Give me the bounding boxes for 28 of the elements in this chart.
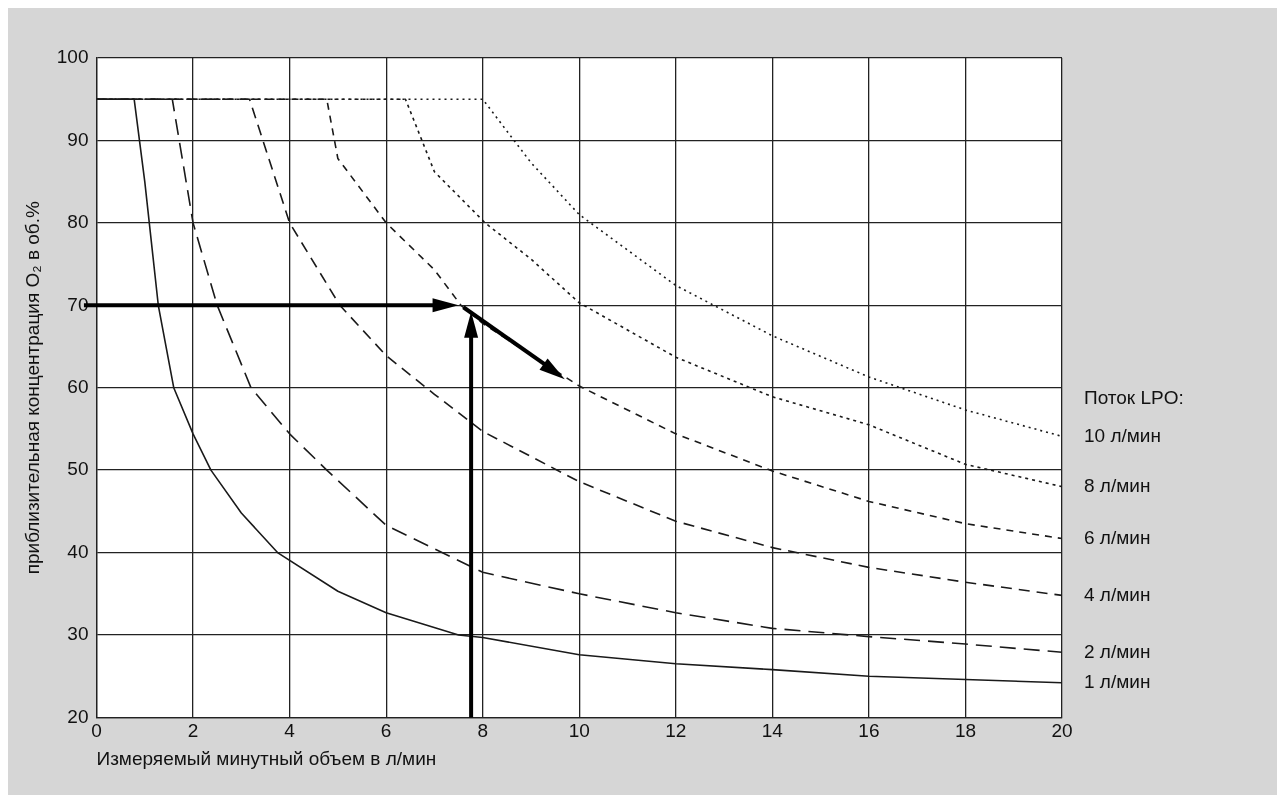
- y-tick-label: 80: [67, 211, 89, 233]
- series-label: 8 л/мин: [1084, 474, 1151, 496]
- y-tick-label: 40: [67, 540, 89, 562]
- x-tick-label: 20: [1051, 720, 1073, 742]
- series-label: 4 л/мин: [1084, 583, 1151, 605]
- x-tick-label: 4: [284, 720, 296, 742]
- y-tick-label: 60: [67, 375, 89, 397]
- series-label: 6 л/мин: [1084, 526, 1151, 548]
- y-tick-label: 30: [67, 623, 89, 645]
- x-axis-title: Измеряемый минутный объем в л/мин: [96, 747, 437, 769]
- x-tick-label: 18: [954, 720, 977, 742]
- y-tick-label: 90: [67, 128, 89, 150]
- x-tick-label: 16: [858, 720, 880, 742]
- series-label: 1 л/мин: [1084, 671, 1151, 693]
- x-tick-label: 14: [761, 720, 784, 742]
- x-tick-label: 12: [665, 720, 687, 742]
- x-tick-label: 0: [91, 720, 102, 742]
- y-tick-label: 50: [67, 458, 89, 480]
- x-tick-label: 2: [187, 720, 199, 742]
- series-label: 10 л/мин: [1084, 424, 1161, 446]
- series-label: 2 л/мин: [1084, 640, 1151, 662]
- y-tick-label: 100: [56, 46, 89, 68]
- x-tick-label: 6: [380, 720, 392, 742]
- legend-title: Поток LPO:: [1084, 386, 1184, 408]
- x-tick-label: 8: [477, 720, 488, 742]
- y-tick-label: 20: [67, 705, 89, 727]
- y-axis-title: приблизительная концентрация O₂ в об.%: [21, 201, 43, 575]
- x-tick-label: 10: [568, 720, 590, 742]
